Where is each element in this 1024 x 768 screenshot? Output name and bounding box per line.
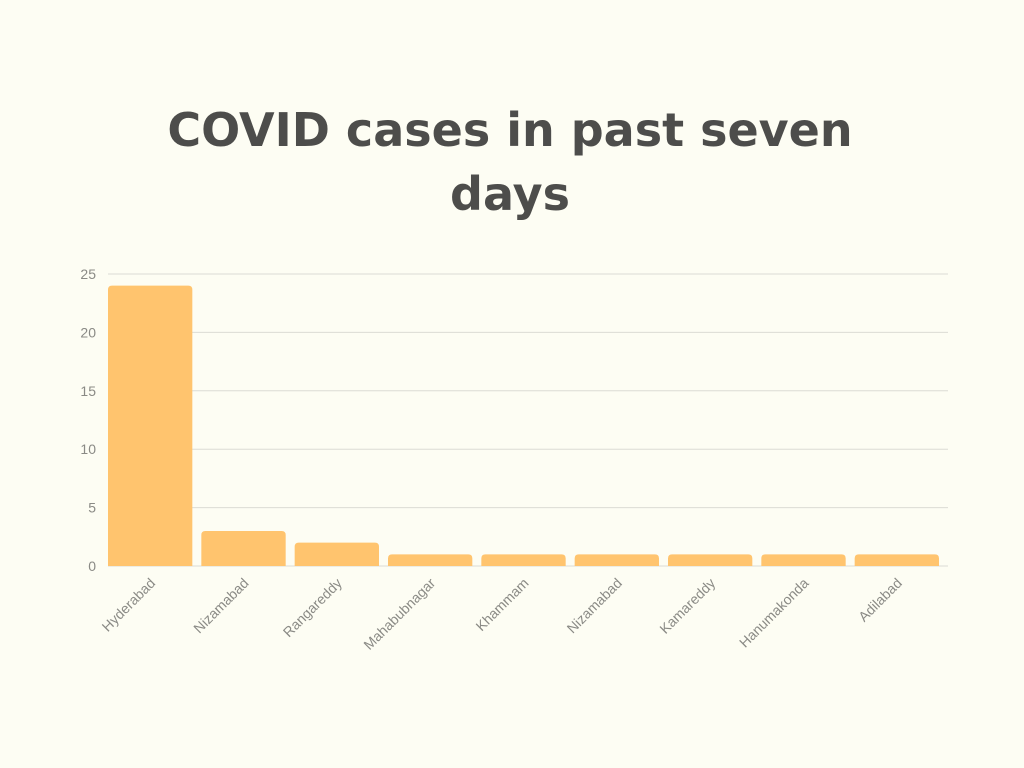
x-tick-label-7: Kamareddy bbox=[656, 575, 718, 637]
bar-6 bbox=[574, 554, 659, 566]
x-tick-label-1: Hyderabad bbox=[99, 575, 159, 635]
x-tick-label-2: Nizamabad bbox=[190, 575, 251, 636]
y-tick-label-25: 25 bbox=[80, 266, 96, 282]
x-tick-label-5: Khammam bbox=[472, 575, 531, 634]
bar-3 bbox=[294, 542, 379, 566]
x-tick-label-8: Hanumakonda bbox=[736, 575, 812, 651]
bar-7 bbox=[668, 554, 753, 566]
bar-8 bbox=[761, 554, 846, 566]
bar-4 bbox=[388, 554, 473, 566]
bar-1 bbox=[108, 285, 193, 566]
y-tick-label-5: 5 bbox=[88, 500, 96, 516]
y-tick-label-20: 20 bbox=[80, 324, 96, 340]
y-tick-label-15: 15 bbox=[80, 383, 96, 399]
x-tick-label-9: Adilabad bbox=[855, 575, 905, 625]
y-tick-label-10: 10 bbox=[80, 441, 96, 457]
x-tick-label-4: Mahabubnagar bbox=[360, 575, 438, 653]
x-tick-label-3: Rangareddy bbox=[280, 575, 345, 640]
x-tick-label-6: Nizamabad bbox=[564, 575, 625, 636]
y-tick-label-0: 0 bbox=[88, 558, 96, 574]
bar-9 bbox=[854, 554, 939, 566]
bar-2 bbox=[201, 530, 286, 566]
chart-title: COVID cases in past seven days bbox=[167, 103, 853, 221]
bar-5 bbox=[481, 554, 566, 566]
